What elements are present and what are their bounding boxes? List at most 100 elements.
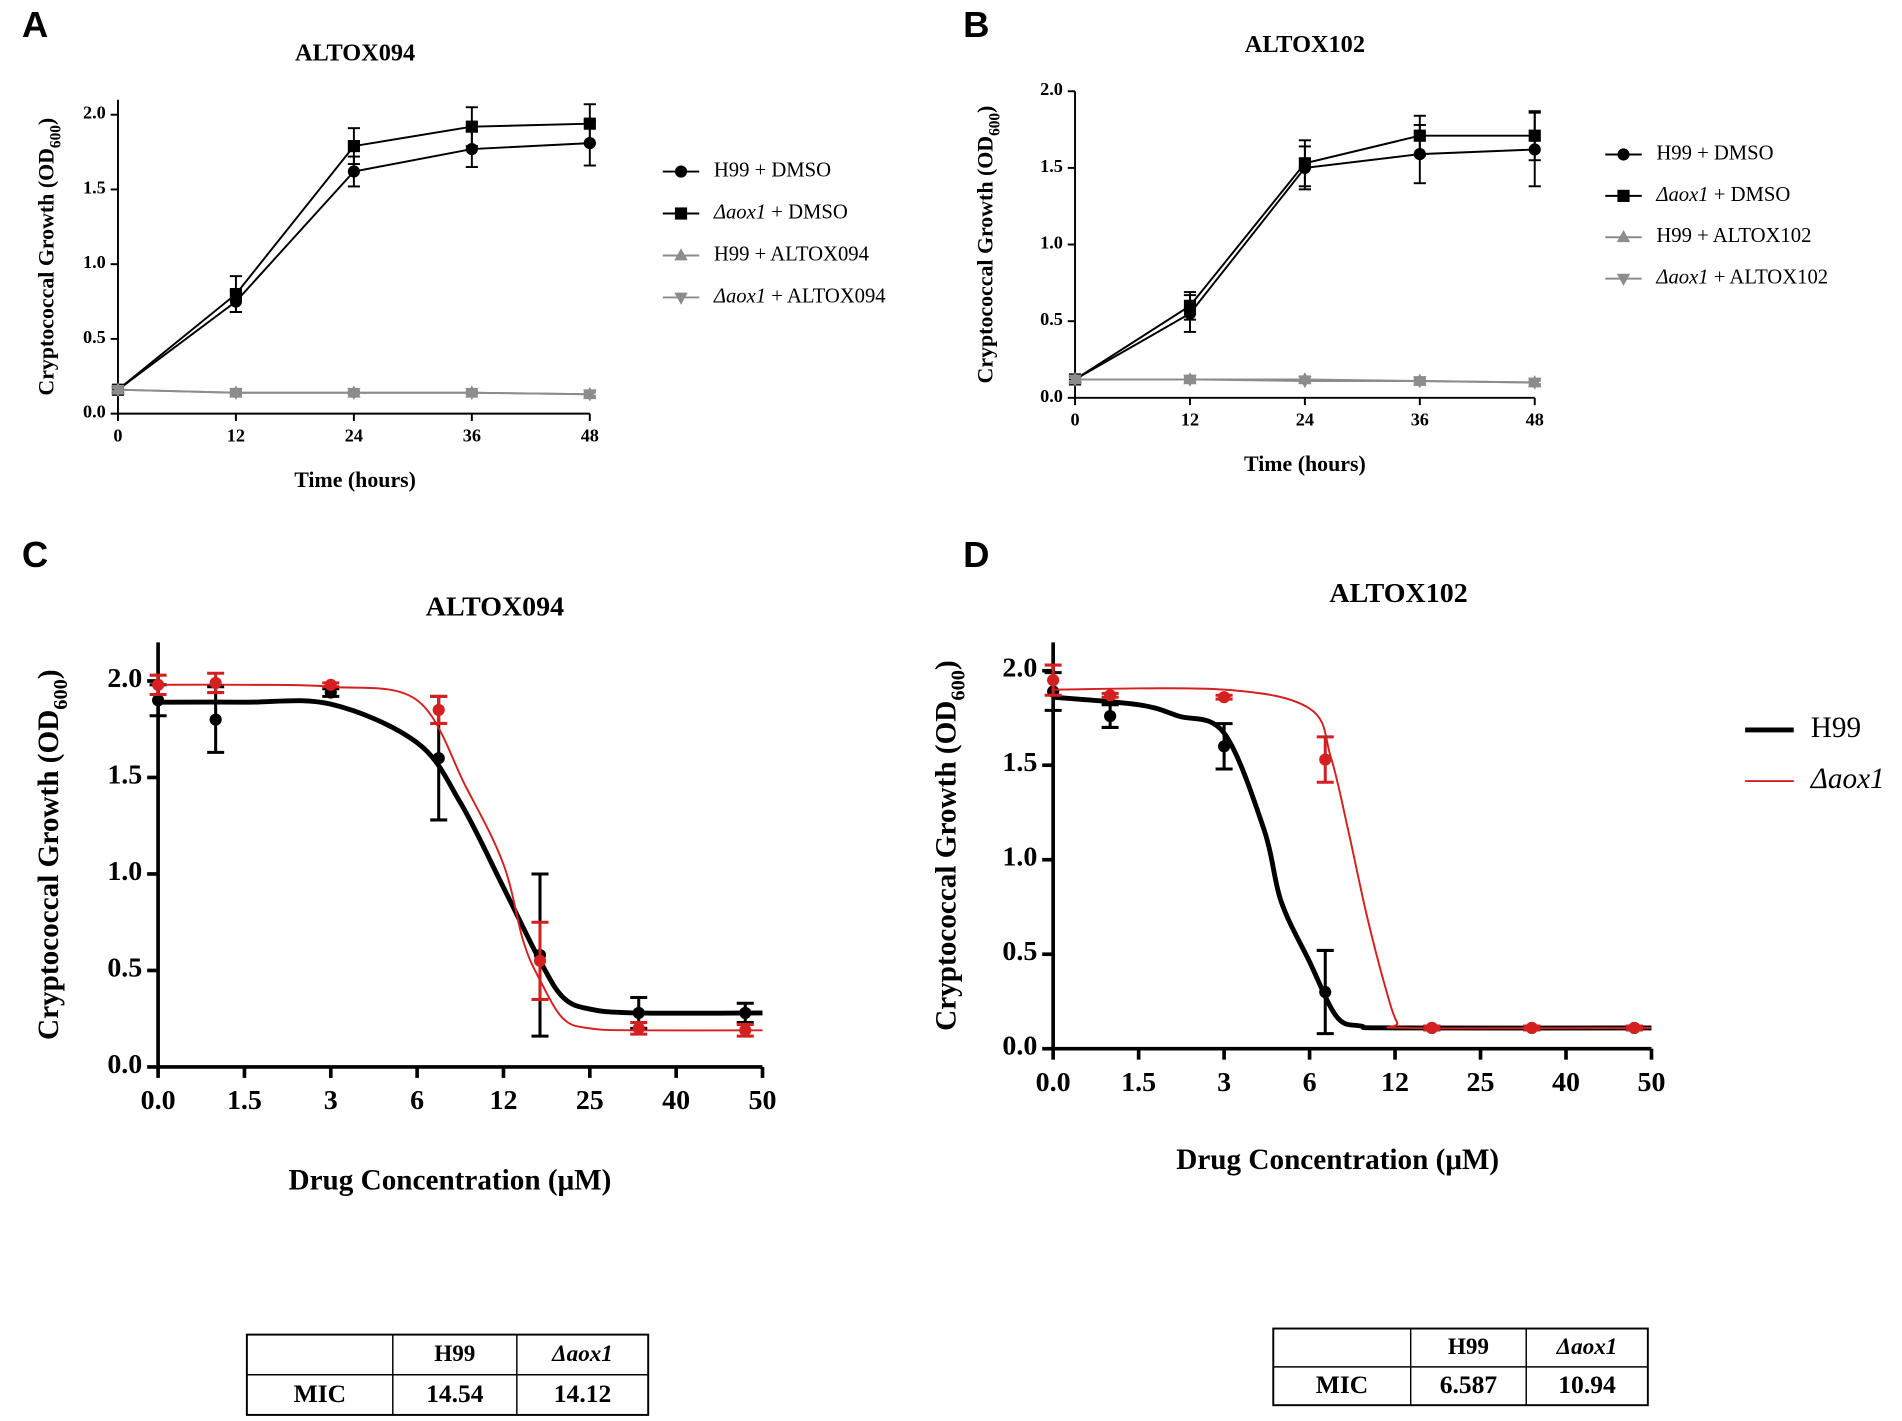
table-header: H99 [434, 1340, 475, 1366]
legend-label: Δaox1 + DMSO [713, 201, 848, 223]
table-cell: 14.54 [426, 1379, 484, 1408]
legend-label: H99 + ALTOX094 [714, 243, 869, 265]
y-tick-label: 0.0 [83, 402, 106, 422]
marker [1104, 709, 1117, 723]
chart-title: ALTOX094 [295, 39, 415, 66]
table-cell: 14.12 [554, 1379, 611, 1408]
y-tick-label: 0.5 [107, 953, 142, 984]
y-axis-label: Cryptococcal Growth (OD600) [930, 660, 969, 1031]
marker [674, 207, 688, 220]
marker [111, 384, 125, 398]
marker [324, 678, 337, 691]
marker [1319, 753, 1332, 766]
marker [432, 703, 445, 717]
x-tick-label: 25 [1467, 1067, 1495, 1098]
y-axis-label: Cryptococcal Growth (OD600) [973, 106, 1004, 384]
panel-label: A [22, 3, 48, 44]
panel-label: C [22, 534, 48, 575]
x-tick-label: 0.0 [1036, 1067, 1071, 1098]
x-tick-label: 6 [1303, 1067, 1317, 1098]
panel: A ALTOX094 Time (hours) Cryptococcal Growth… [22, 3, 886, 491]
y-tick-label: 2.0 [83, 103, 106, 123]
y-tick-label: 0.0 [107, 1049, 142, 1080]
x-tick-label: 36 [1411, 410, 1429, 430]
x-tick-label: 50 [1637, 1067, 1665, 1098]
y-tick-label: 1.5 [107, 760, 142, 791]
y-axis-label: Cryptococcal Growth (OD600) [33, 669, 72, 1040]
x-tick-label: 3 [1217, 1067, 1231, 1098]
y-tick-label: 1.5 [83, 178, 106, 198]
fit-curve [1052, 694, 1652, 1031]
marker [1528, 129, 1541, 142]
x-axis-label: Time (hours) [294, 467, 416, 492]
table-header: H99 [1448, 1333, 1489, 1359]
table-cell: 6.587 [1440, 1370, 1498, 1399]
marker [229, 387, 243, 401]
x-tick-label: 0 [1070, 410, 1079, 430]
chart-title: ALTOX102 [1329, 579, 1467, 610]
marker [739, 1006, 752, 1020]
x-tick-label: 25 [576, 1086, 604, 1117]
y-tick-label: 0.5 [1040, 309, 1063, 329]
x-tick-label: 0 [113, 426, 122, 446]
x-axis-label: Drug Concentration (μM) [289, 1164, 612, 1196]
fit-curve [1053, 687, 1652, 1030]
legend-label: H99 + ALTOX102 [1656, 225, 1811, 247]
marker [465, 120, 478, 133]
x-tick-label: 12 [1381, 1067, 1409, 1098]
x-tick-label: 50 [749, 1086, 777, 1117]
marker [1298, 157, 1311, 170]
table-header: Δaox1 [1556, 1333, 1618, 1359]
marker [1525, 1021, 1538, 1035]
table-header: Δaox1 [551, 1340, 613, 1366]
legend-label: Δaox1 + DMSO [1655, 184, 1790, 206]
y-tick-label: 0.5 [1002, 937, 1037, 968]
marker [229, 287, 243, 301]
marker [347, 140, 360, 153]
panel: B ALTOX102 Time (hours) Cryptococcal Growth… [963, 3, 1828, 476]
marker [347, 387, 361, 401]
x-tick-label: 40 [1552, 1067, 1580, 1098]
marker [674, 165, 688, 178]
marker [209, 713, 222, 726]
y-axis-label: Cryptococcal Growth (OD600) [34, 118, 65, 396]
x-tick-label: 3 [324, 1086, 338, 1117]
y-tick-label: 2.0 [1002, 653, 1037, 684]
table-row-label: MIC [1316, 1370, 1368, 1399]
table-cell: 10.94 [1558, 1370, 1616, 1399]
y-tick-label: 1.0 [1002, 842, 1037, 873]
x-tick-label: 1.5 [1121, 1067, 1156, 1098]
marker [674, 292, 688, 305]
mic-table: H99 Δaox1 MIC 6.587 10.94 [1272, 1327, 1649, 1407]
legend-label: Δaox1 + ALTOX102 [1655, 266, 1828, 288]
x-tick-label: 12 [489, 1086, 517, 1117]
chart-title: ALTOX094 [426, 592, 564, 623]
marker [1413, 129, 1426, 142]
marker [632, 1022, 645, 1035]
x-tick-label: 0.0 [141, 1086, 176, 1117]
panel-label: D [963, 534, 989, 575]
y-tick-label: 0.5 [83, 327, 106, 347]
x-axis-label: Drug Concentration (μM) [1176, 1144, 1499, 1176]
marker [1413, 376, 1427, 389]
x-tick-label: 48 [1526, 410, 1544, 430]
marker [432, 752, 445, 765]
marker [1616, 229, 1631, 243]
x-tick-label: 48 [581, 426, 599, 446]
marker [209, 676, 222, 689]
marker [1218, 691, 1231, 704]
marker [1068, 374, 1082, 387]
marker [533, 954, 547, 967]
panel: C ALTOX094 Drug Concentration (μM) Cryptoco… [22, 534, 777, 1416]
x-tick-label: 40 [662, 1086, 690, 1117]
y-tick-label: 2.0 [107, 663, 142, 694]
table-row-label: MIC [294, 1379, 346, 1408]
x-tick-label: 24 [345, 426, 363, 446]
marker [1617, 148, 1630, 161]
x-tick-label: 12 [1181, 410, 1199, 430]
marker [1617, 189, 1630, 202]
panel-label: B [963, 3, 989, 44]
marker [1628, 1021, 1641, 1035]
marker [1616, 273, 1631, 286]
